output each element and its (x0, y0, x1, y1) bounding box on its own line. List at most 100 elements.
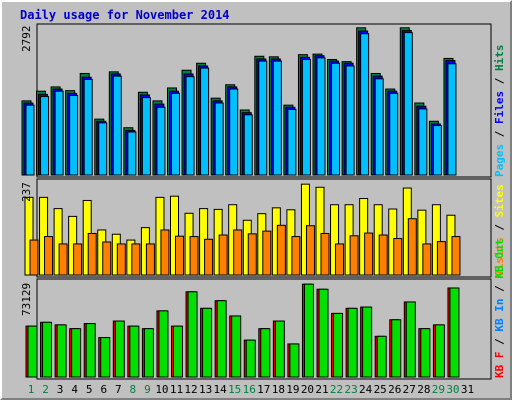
chart-title: Daily usage for November 2014 (20, 8, 230, 22)
day-label: 17 (257, 383, 270, 396)
bar-pages (127, 131, 137, 176)
bar-pages (171, 92, 180, 176)
day-label: 13 (199, 383, 212, 396)
bar-kbout (56, 324, 67, 378)
bar-kbout (274, 320, 285, 378)
bar-sites (131, 243, 141, 276)
bar-sites (305, 225, 315, 276)
day-label: 18 (272, 383, 285, 396)
bar-kbout (202, 307, 213, 378)
bar-kbout (42, 321, 53, 378)
day-label: 2 (42, 383, 49, 396)
bar-sites (262, 230, 272, 276)
bar-pages (54, 90, 64, 176)
bar-sites (247, 233, 257, 276)
day-label: 25 (374, 383, 387, 396)
bar-visits (24, 196, 34, 276)
bar-kbout (27, 325, 38, 378)
bar-sites (378, 234, 388, 276)
legend-label: Pages / Files / Hits (493, 45, 506, 178)
bar-pages (389, 92, 399, 176)
bar-sites (393, 238, 403, 276)
bar-pages (156, 106, 166, 176)
bar-sites (407, 218, 417, 276)
day-label: 6 (100, 383, 107, 396)
bar-pages (214, 102, 224, 176)
bar-kbout (376, 335, 387, 378)
day-label: 27 (403, 383, 416, 396)
bar-sites (189, 236, 199, 276)
bar-kbout (405, 301, 416, 378)
bar-visits (170, 195, 179, 276)
bar-pages (200, 67, 210, 176)
bar-pages (418, 108, 428, 176)
ymax-hits: 2792 (20, 26, 33, 53)
bar-visits (431, 204, 441, 276)
bar-pages (69, 94, 79, 176)
bar-kbout (143, 328, 154, 378)
bar-pages (229, 88, 239, 176)
bar-sites (44, 236, 54, 276)
bar-pages (287, 108, 297, 176)
bar-sites (145, 243, 155, 276)
bar-pages (112, 75, 122, 176)
day-label: 9 (144, 383, 151, 396)
bar-kbout (245, 339, 256, 378)
bar-kbout (100, 337, 111, 378)
day-label: 11 (170, 383, 183, 396)
bar-pages (83, 78, 93, 176)
bar-sites (451, 236, 461, 276)
day-label: 15 (228, 383, 241, 396)
bar-kbout (391, 319, 402, 378)
day-label: 23 (344, 383, 357, 396)
bar-sites (218, 234, 228, 276)
ymax-kbytes: 73129 (20, 283, 33, 316)
bar-sites (175, 235, 184, 276)
bar-sites (233, 229, 243, 276)
bar-pages (447, 63, 457, 176)
day-label: 7 (115, 383, 122, 396)
bar-kbout (434, 324, 445, 378)
bar-kbout (187, 291, 198, 378)
bar-kbout (231, 315, 242, 378)
day-label: 4 (71, 383, 78, 396)
bar-pages (25, 104, 35, 176)
day-label: 31 (461, 383, 474, 396)
day-label: 14 (214, 383, 228, 396)
bar-kbout (289, 343, 300, 378)
bar-sites (349, 235, 359, 276)
bar-visits (417, 209, 427, 276)
day-label: 29 (432, 383, 445, 396)
bar-sites (335, 243, 345, 276)
bar-sites (160, 229, 170, 276)
bar-kbout (420, 328, 431, 378)
bar-sites (320, 232, 330, 276)
bar-sites (364, 232, 374, 276)
bar-pages (243, 114, 253, 176)
bar-pages (374, 78, 384, 176)
bar-sites (116, 243, 126, 276)
bar-visits (53, 208, 63, 276)
bar-sites (422, 243, 432, 276)
bar-sites (87, 232, 97, 276)
bar-kbout (158, 310, 169, 378)
bar-kbout (449, 287, 460, 378)
bar-sites (276, 224, 286, 276)
bar-sites (29, 239, 39, 276)
bar-sites (58, 243, 68, 276)
day-label: 26 (388, 383, 401, 396)
bar-pages (432, 125, 442, 176)
bar-pages (316, 57, 326, 176)
bar-sites (436, 241, 446, 276)
bar-kbout (173, 325, 183, 378)
bar-kbout (71, 328, 82, 378)
bar-visits (330, 204, 340, 276)
day-label: 20 (301, 383, 314, 396)
bar-sites (204, 238, 214, 276)
day-label: 8 (130, 383, 137, 396)
bar-pages (141, 97, 151, 176)
day-label: 22 (330, 383, 343, 396)
bar-pages (331, 62, 341, 176)
day-label: 24 (359, 383, 373, 396)
bar-pages (272, 60, 282, 176)
